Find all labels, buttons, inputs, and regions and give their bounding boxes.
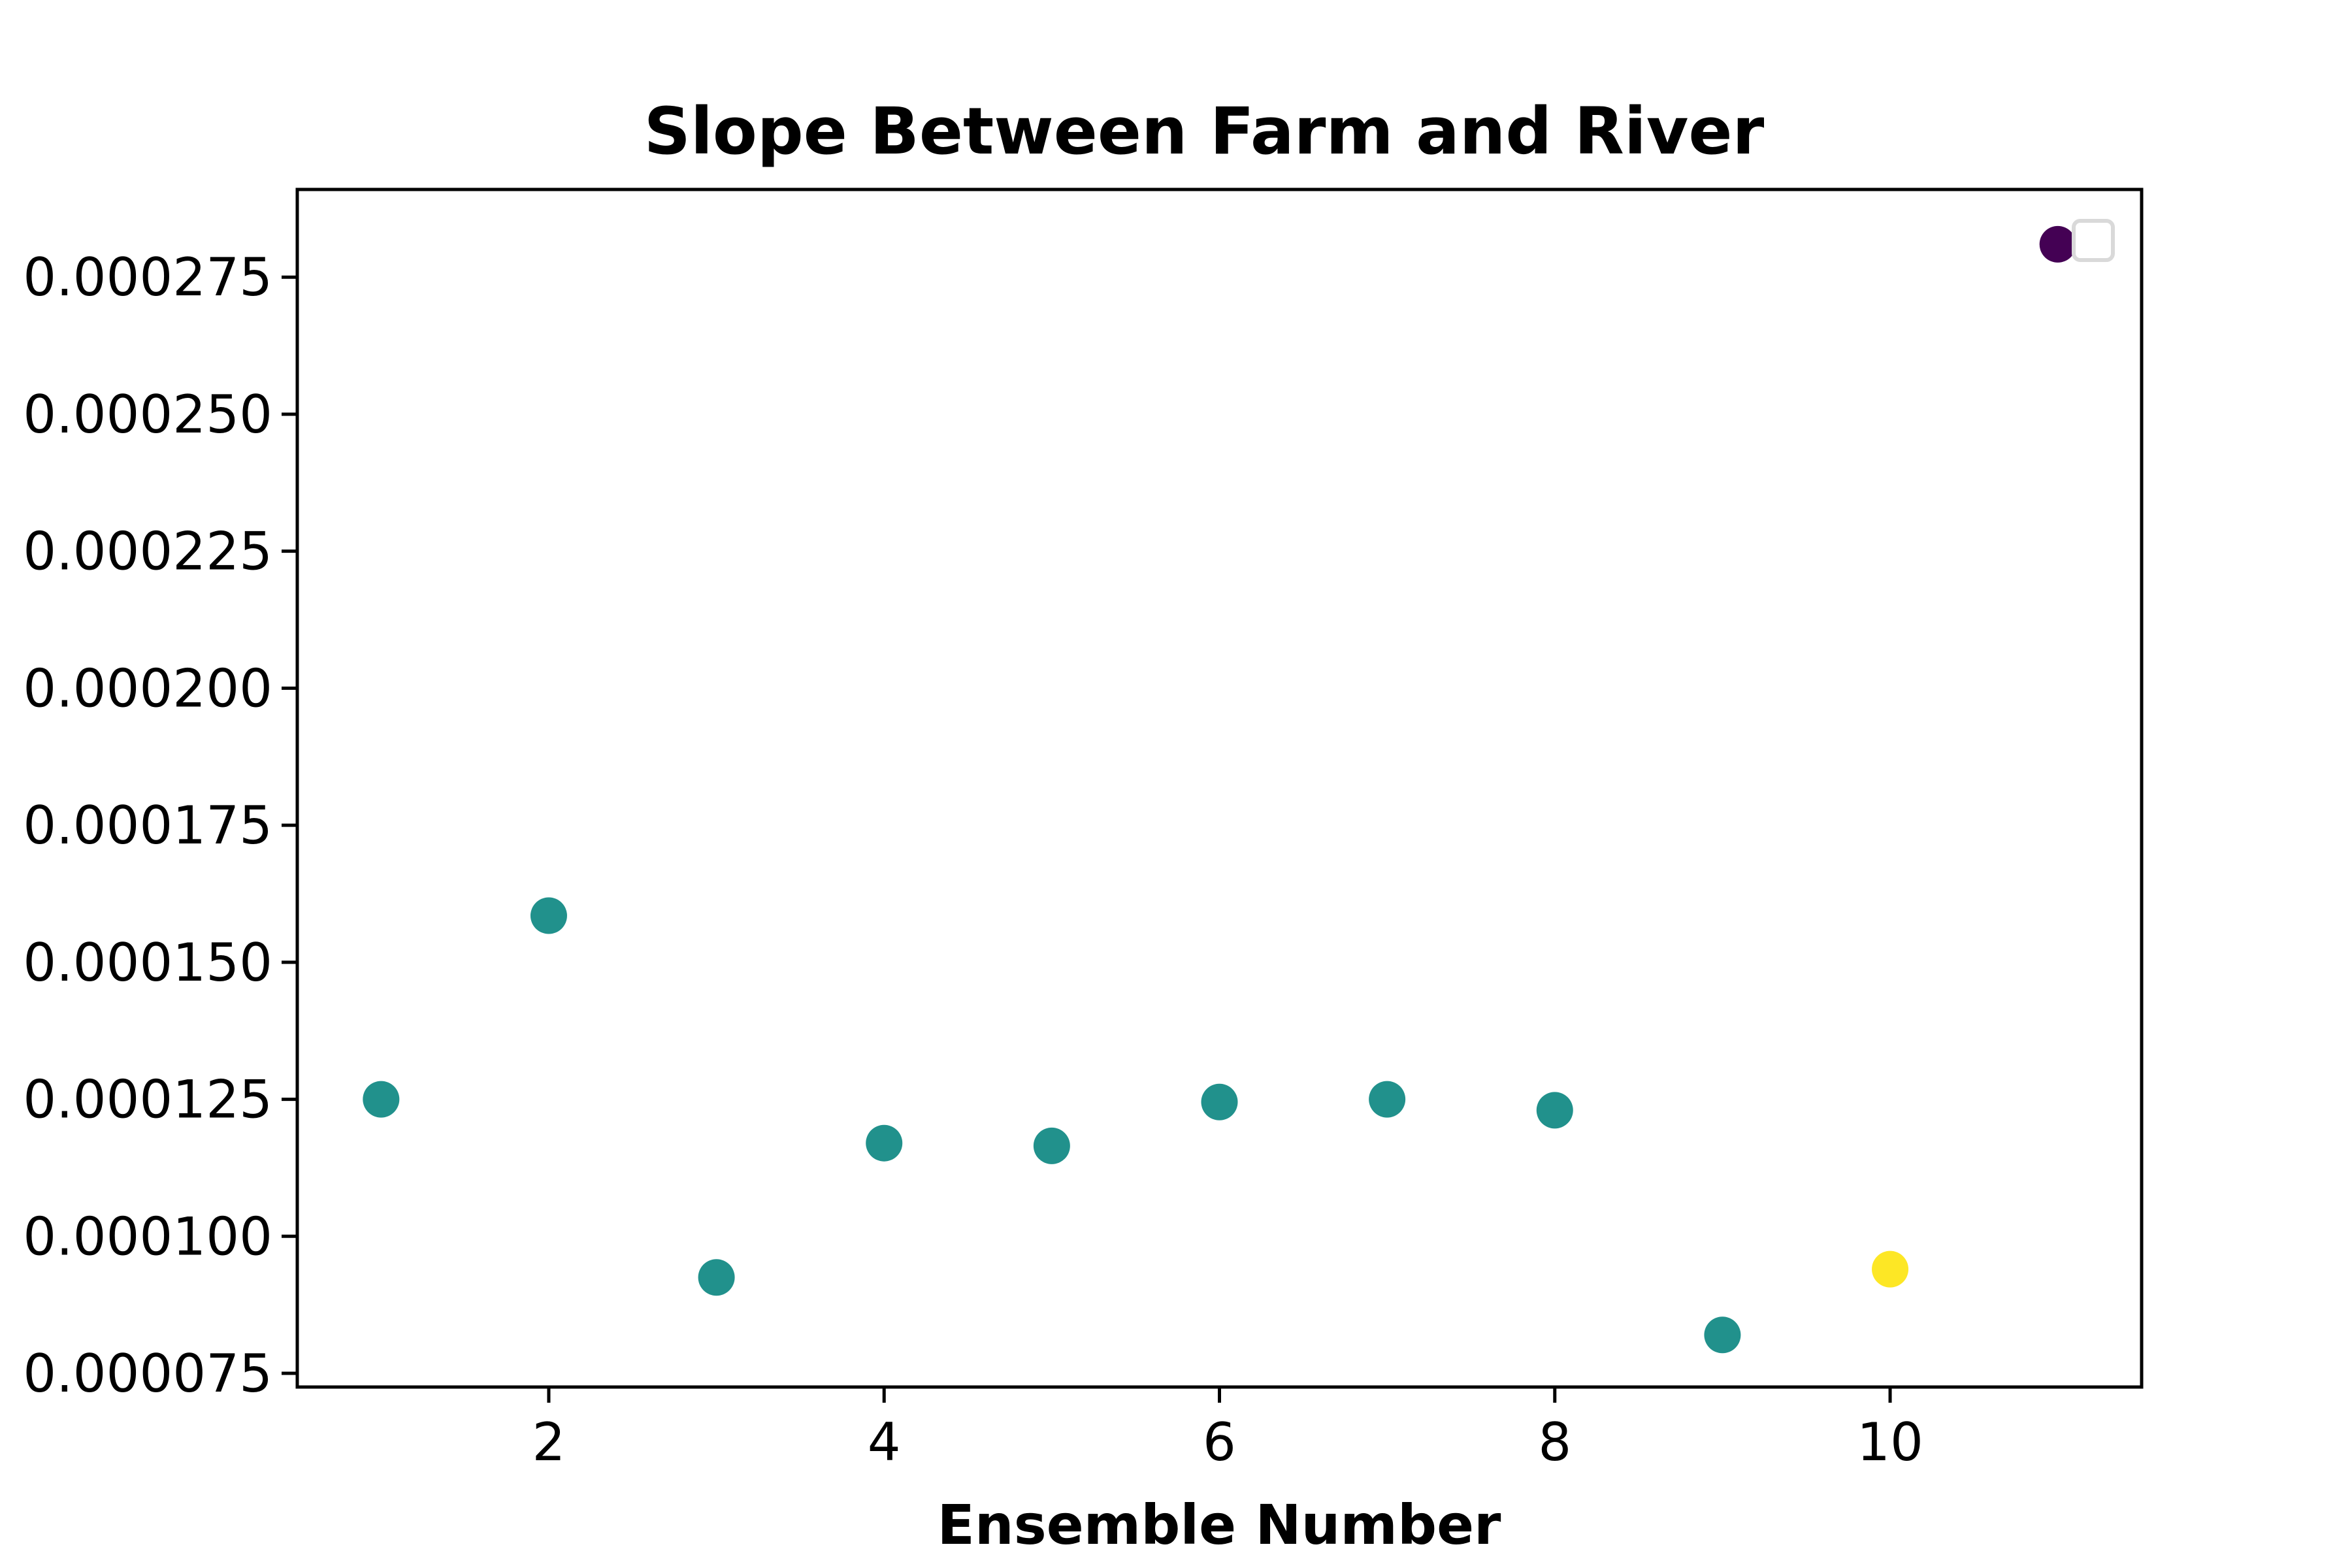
- x-tick-label: 4: [868, 1412, 901, 1473]
- x-axis-label: Ensemble Number: [938, 1493, 1502, 1557]
- y-tick-label: 0.000200: [23, 658, 272, 719]
- plot-frame: [295, 188, 2144, 1389]
- x-tick-label: 6: [1203, 1412, 1236, 1473]
- data-point: [1033, 1127, 1070, 1164]
- data-point: [866, 1124, 903, 1162]
- data-point: [1872, 1250, 1909, 1288]
- y-axis: 0.000075 0.000100 0.000125 0.000150 0.000175…: [23, 247, 297, 1404]
- y-tick-label: 0.000250: [23, 384, 272, 445]
- legend-box: [2072, 219, 2115, 262]
- y-tick-label: 0.000150: [23, 932, 272, 993]
- data-points: [363, 225, 2076, 1354]
- y-tick-label: 0.000100: [23, 1206, 272, 1267]
- y-tick-label: 0.000075: [23, 1343, 272, 1404]
- y-tick-label: 0.000225: [23, 521, 272, 582]
- x-tick-label: 8: [1538, 1412, 1571, 1473]
- data-point: [363, 1081, 400, 1118]
- y-tick-label: 0.000125: [23, 1070, 272, 1130]
- y-tick-label: 0.000175: [23, 795, 272, 856]
- data-point: [698, 1259, 735, 1296]
- data-point: [1369, 1081, 1406, 1118]
- y-tick-label: 0.000275: [23, 247, 272, 308]
- data-point: [1704, 1316, 1741, 1354]
- data-point: [1536, 1092, 1573, 1129]
- data-point: [1201, 1083, 1238, 1120]
- x-tick-label: 10: [1857, 1412, 1923, 1473]
- x-axis: 2 4 6 8 10: [532, 1387, 1923, 1473]
- data-point: [2039, 225, 2076, 263]
- data-point: [530, 897, 567, 934]
- x-tick-label: 2: [532, 1412, 566, 1473]
- chart-title: Slope Between Farm and River: [644, 94, 1765, 169]
